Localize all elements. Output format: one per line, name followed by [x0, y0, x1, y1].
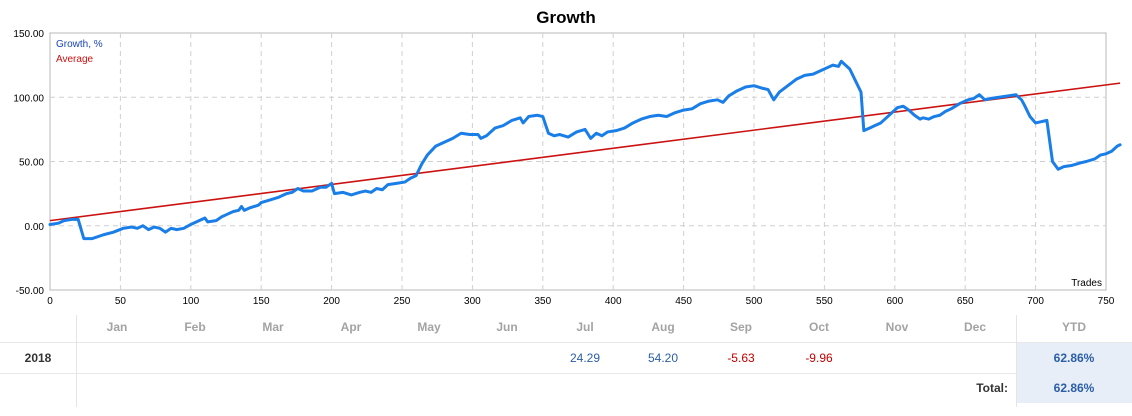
- month-header-apr: Apr: [340, 320, 362, 334]
- table-divider-right: [1016, 315, 1017, 407]
- x-tick-label: 550: [816, 296, 833, 307]
- x-tick-label: 400: [605, 296, 622, 307]
- total-label: Total:: [976, 381, 1008, 395]
- table-total-row: Total: 62.86%: [0, 373, 1132, 403]
- x-tick-label: 150: [253, 296, 270, 307]
- x-tick-label: 600: [886, 296, 903, 307]
- growth-line: [48, 59, 1122, 241]
- plot-area: 0 50 100 150 200 250 300 350 400 450 500 550 600 650 7…: [13, 29, 1122, 307]
- y-tick-label: 150.00: [13, 29, 44, 40]
- y-tick-label: 100.00: [13, 93, 44, 104]
- y-tick-label: 0.00: [25, 222, 45, 233]
- x-tick-label: 100: [182, 296, 199, 307]
- chart-title: Growth: [536, 8, 596, 27]
- x-axis-label: Trades: [1071, 278, 1102, 289]
- x-tick-label: 650: [957, 296, 974, 307]
- average-line: [49, 82, 1121, 222]
- month-value-oct: -9.96: [805, 351, 833, 365]
- month-header-nov: Nov: [885, 320, 909, 334]
- x-tick-label: 50: [115, 296, 127, 307]
- month-header-jun: Jun: [496, 320, 518, 334]
- x-tick-label: 500: [746, 296, 763, 307]
- month-header-dec: Dec: [963, 320, 986, 334]
- month-header-feb: Feb: [184, 320, 206, 334]
- y-tick-label: 50.00: [19, 158, 44, 169]
- x-tick-label: 450: [675, 296, 692, 307]
- month-value-jul: 24.29: [569, 351, 601, 365]
- month-header-jan: Jan: [106, 320, 128, 334]
- y-tick-label: -50.00: [16, 286, 45, 297]
- x-tick-label: 750: [1098, 296, 1115, 307]
- month-value-sep: -5.63: [727, 351, 755, 365]
- growth-chart: Growth 0 50 100 150 200 250 300 350 400 450 500 550…: [13, 8, 1122, 307]
- month-header-mar: Mar: [262, 320, 284, 334]
- month-header-aug: Aug: [651, 320, 675, 334]
- x-tick-label: 200: [323, 296, 340, 307]
- month-header-may: May: [417, 320, 441, 334]
- x-tick-label: 700: [1027, 296, 1044, 307]
- ytd-value: 62.86%: [1016, 343, 1132, 373]
- month-header-sep: Sep: [729, 320, 752, 334]
- total-value: 62.86%: [1016, 373, 1132, 403]
- x-tick-label: 0: [47, 296, 53, 307]
- plot-frame: [49, 32, 1107, 291]
- table-divider-left: [76, 315, 77, 407]
- month-header-jul: Jul: [576, 320, 594, 334]
- x-tick-label: 300: [464, 296, 481, 307]
- table-header-row: Jan Feb Mar Apr May Jun Jul Aug Sep Oct Nov Dec YTD: [0, 315, 1132, 339]
- x-tick-label: 250: [394, 296, 411, 307]
- month-value-aug: 54.20: [647, 351, 679, 365]
- ytd-header: YTD: [1062, 320, 1086, 334]
- x-tick-label: 350: [534, 296, 551, 307]
- monthly-performance-table: Jan Feb Mar Apr May Jun Jul Aug Sep Oct Nov Dec YTD …: [0, 315, 1132, 407]
- month-header-oct: Oct: [808, 320, 829, 334]
- legend-growth: Growth, %: [56, 39, 103, 50]
- legend-average: Average: [56, 54, 94, 65]
- table-row-2018: 2018 24.29 54.20 -5.63 -9.96 62.86%: [0, 342, 1132, 374]
- year-label: 2018: [24, 351, 52, 365]
